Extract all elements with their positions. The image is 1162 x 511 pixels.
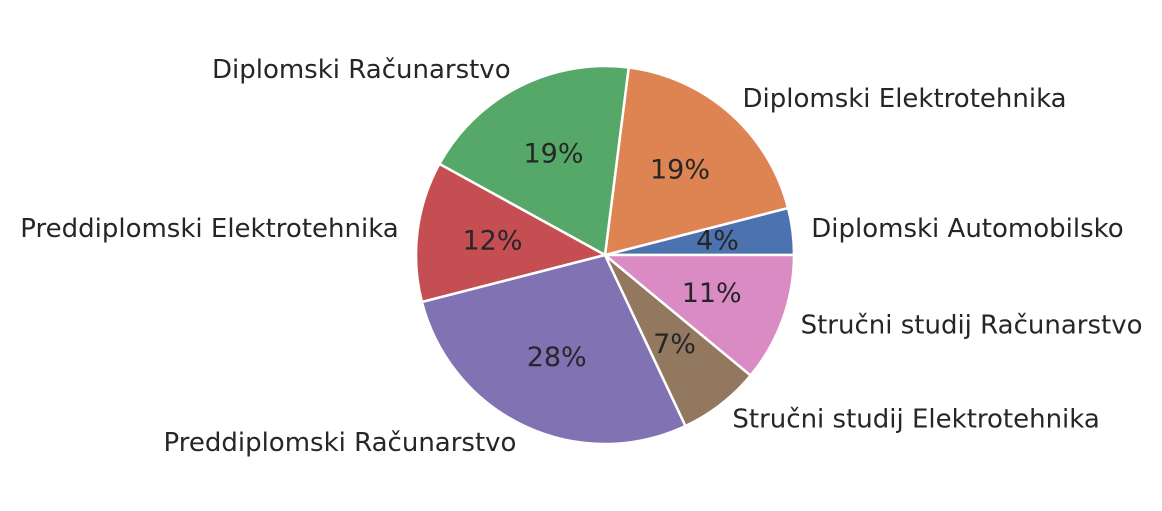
pie-slice [437,64,631,257]
pie-slice [420,253,688,446]
slice-category-label: Diplomski Automobilsko [811,214,1123,244]
slice-category-label: Diplomski Elektrotehnika [742,84,1066,114]
slice-percentage-label: 19% [524,138,584,169]
pie-slice [414,162,609,304]
slice-category-label: Stručni studij Elektrotehnika [732,404,1099,434]
slice-percentage-label: 28% [527,342,587,373]
slice-percentage-label: 19% [650,154,710,185]
pie-slice [603,66,790,257]
slice-category-label: Diplomski Računarstvo [212,55,511,85]
slice-percentage-label: 12% [462,225,522,256]
slice-percentage-label: 4% [696,225,739,256]
pie-slice [601,253,796,378]
slice-percentage-label: 7% [653,329,696,360]
slice-category-label: Preddiplomski Elektrotehnika [20,214,398,244]
slice-category-label: Stručni studij Računarstvo [801,310,1143,340]
slice-category-label: Preddiplomski Računarstvo [164,428,517,458]
slice-percentage-label: 11% [682,278,742,309]
